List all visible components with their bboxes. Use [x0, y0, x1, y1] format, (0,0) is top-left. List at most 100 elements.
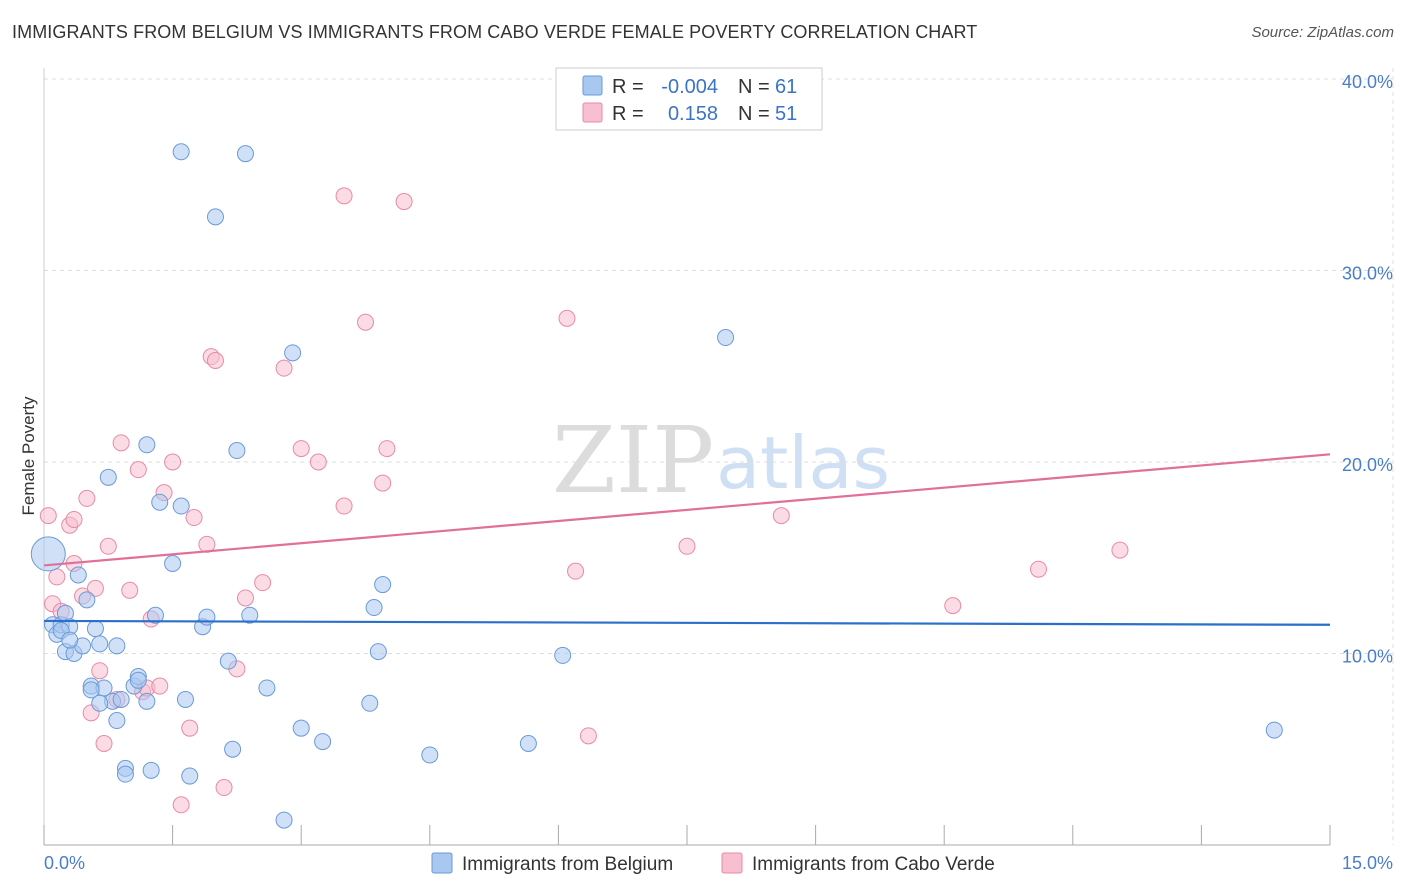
- data-point: [369, 643, 387, 661]
- data-point: [164, 453, 182, 471]
- data-point: [241, 606, 259, 624]
- data-point: [421, 746, 439, 764]
- data-point: [944, 597, 962, 615]
- data-point: [185, 509, 203, 527]
- data-point: [206, 352, 224, 370]
- data-point: [215, 779, 233, 797]
- data-point: [116, 765, 134, 783]
- data-point: [78, 489, 96, 507]
- x-tick-label: 0.0%: [44, 853, 85, 873]
- legend-swatch-cabo-verde: [721, 852, 743, 874]
- data-point: [91, 694, 109, 712]
- data-point: [1030, 560, 1048, 578]
- axes: [43, 68, 1331, 846]
- y-tick-labels: 10.0% 20.0% 30.0% 40.0%: [1342, 72, 1393, 667]
- legend-n-value: 61: [775, 76, 797, 98]
- data-point: [61, 631, 79, 649]
- watermark-zip: ZIP: [552, 407, 714, 514]
- legend-n-value: 51: [775, 103, 797, 125]
- y-tick-label: 20.0%: [1342, 455, 1393, 475]
- data-point: [129, 461, 147, 479]
- legend-swatch-belgium: [431, 852, 453, 874]
- trend-line: [43, 453, 1331, 567]
- data-point: [236, 145, 254, 163]
- y-tick-label: 10.0%: [1342, 647, 1393, 667]
- data-point: [108, 637, 126, 655]
- data-point: [99, 537, 117, 555]
- data-point: [378, 440, 396, 458]
- data-point: [181, 719, 199, 737]
- data-point: [314, 733, 332, 751]
- data-point: [181, 767, 199, 785]
- data-point: [206, 208, 224, 226]
- data-point: [146, 606, 164, 624]
- chart-title: IMMIGRANTS FROM BELGIUM VS IMMIGRANTS FR…: [12, 22, 978, 42]
- source-credit: Source: ZipAtlas.com: [1251, 24, 1394, 41]
- data-point: [236, 589, 254, 607]
- data-point: [39, 507, 57, 525]
- data-point: [335, 497, 353, 515]
- legend-label-cabo-verde: Immigrants from Cabo Verde: [752, 854, 995, 875]
- trend-lines: [43, 453, 1331, 626]
- data-point: [374, 474, 392, 492]
- data-point: [129, 671, 147, 689]
- data-point: [567, 562, 585, 580]
- data-point: [86, 620, 104, 638]
- data-point: [335, 187, 353, 205]
- data-point: [172, 497, 190, 515]
- legend-r-value: 0.158: [668, 103, 718, 125]
- watermark: ZIP atlas: [552, 407, 890, 514]
- data-point: [275, 811, 293, 829]
- legend-swatch-belgium: [582, 75, 603, 96]
- data-point: [224, 740, 242, 758]
- watermark-atlas: atlas: [716, 421, 890, 505]
- data-point: [69, 566, 87, 584]
- data-point: [717, 329, 735, 347]
- series-belgium-points: [30, 143, 1283, 829]
- data-point: [30, 536, 66, 572]
- data-point: [172, 143, 190, 161]
- data-point: [1111, 541, 1129, 559]
- data-point: [361, 694, 379, 712]
- data-point: [121, 581, 139, 599]
- data-point: [1265, 721, 1283, 739]
- data-point: [95, 735, 113, 753]
- data-point: [678, 537, 696, 555]
- data-point: [138, 436, 156, 454]
- data-point: [228, 442, 246, 460]
- data-point: [579, 727, 597, 745]
- data-point: [91, 662, 109, 680]
- data-point: [108, 712, 126, 730]
- data-point: [176, 690, 194, 708]
- data-point: [91, 635, 109, 653]
- data-point: [258, 679, 276, 697]
- data-point: [519, 735, 537, 753]
- legend-swatch-cabo-verde: [582, 102, 603, 123]
- data-point: [78, 591, 96, 609]
- data-point: [198, 608, 216, 626]
- data-point: [395, 193, 413, 211]
- data-point: [151, 493, 169, 511]
- x-tick-label: 15.0%: [1342, 853, 1393, 873]
- data-point: [99, 468, 117, 486]
- y-tick-label: 30.0%: [1342, 264, 1393, 284]
- data-point: [772, 507, 790, 525]
- data-point: [172, 796, 190, 814]
- data-point: [142, 761, 160, 779]
- legend-n-label: N =: [738, 103, 770, 125]
- data-point: [164, 554, 182, 572]
- legend-label-belgium: Immigrants from Belgium: [462, 854, 673, 875]
- trend-line: [43, 619, 1331, 626]
- data-point: [112, 690, 130, 708]
- y-axis-label: Female Poverty: [19, 396, 38, 516]
- data-point: [138, 692, 156, 710]
- x-tick-labels: 0.0% 15.0%: [44, 853, 1393, 873]
- data-point: [558, 309, 576, 327]
- data-point: [254, 574, 272, 592]
- data-point: [112, 434, 130, 452]
- data-point: [219, 652, 237, 670]
- data-point: [82, 681, 100, 699]
- data-point: [309, 453, 327, 471]
- data-point: [365, 599, 383, 617]
